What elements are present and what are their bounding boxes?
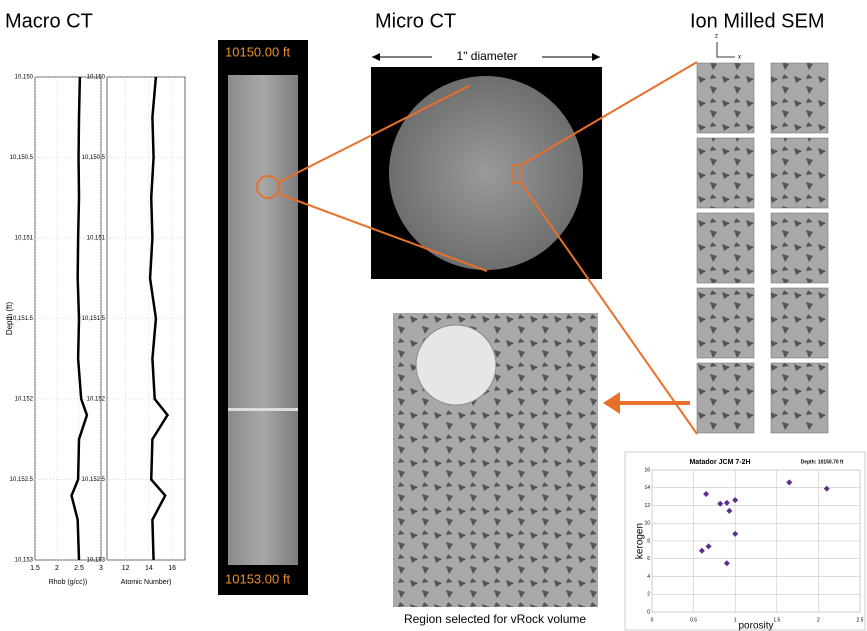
y-tick-label: 10,152 [15, 397, 34, 403]
y-tick-label: 6 [647, 556, 650, 562]
diameter-label: 1" diameter [457, 49, 518, 63]
y-tick-label: 10,153 [15, 558, 34, 564]
caption: Region selected for vRock volume [404, 612, 586, 626]
y-tick-label: 16 [644, 467, 650, 473]
y-tick-label: 10,150 [15, 75, 34, 81]
ct-disc [389, 76, 583, 270]
chart-title: Matador JCM 7-2H [689, 459, 750, 466]
x-axis-label: Rhob (g/cc)) [49, 579, 88, 586]
sem-thumb [771, 138, 828, 208]
x-tick-label: 2 [817, 617, 820, 623]
x-tick-label: 2.5 [74, 565, 84, 572]
x-tick-label: 14 [145, 565, 153, 572]
x-tick-label: 2 [55, 565, 59, 572]
y-tick-label: 10,151 [87, 236, 106, 242]
y-tick-label: 10,152 [87, 397, 106, 403]
x-tick-label: 12 [122, 565, 130, 572]
heading: Macro CT [5, 10, 93, 32]
sem-thumb [697, 288, 754, 358]
y-tick-label: 12 [644, 503, 650, 509]
chart-subtitle: Depth: 10150.70 ft [801, 459, 844, 465]
x-axis-label: Atomic Number) [121, 579, 172, 586]
x-tick-label: 16 [168, 565, 176, 572]
heading: Ion Milled SEM [690, 10, 825, 32]
sem-thumb [697, 363, 754, 433]
core-band [228, 408, 298, 411]
y-tick-label: 10,153 [87, 558, 106, 564]
axis-label: z [715, 34, 718, 40]
sem-thumb [697, 213, 754, 283]
arrow [603, 392, 690, 414]
y-tick-label: 10,152.5 [82, 477, 106, 483]
x-axis-label: porosity [738, 621, 773, 631]
x-tick-label: 3 [99, 565, 103, 572]
x-tick-label: 2.5 [857, 617, 864, 623]
sem-thumb [697, 138, 754, 208]
core-body [228, 75, 298, 565]
sem-thumb [771, 363, 828, 433]
x-tick-label: 1.5 [30, 565, 40, 572]
sem-thumbnails [697, 63, 828, 433]
y-tick-label: 10,150 [87, 75, 106, 81]
y-tick-label: 2 [647, 592, 650, 598]
y-tick-label: 10,150.5 [10, 155, 34, 161]
y-axis-label: Depth (ft) [5, 301, 14, 335]
y-axis-label: kerogen [635, 523, 646, 559]
y-tick-label: 8 [647, 538, 650, 544]
y-tick-label: 10,151.5 [82, 316, 106, 322]
figure: Macro CT Micro CT Ion Milled SEM 10150.0… [0, 0, 867, 631]
x-tick-label: 0 [651, 617, 654, 623]
sem-grain [416, 325, 496, 405]
y-tick-label: 10,152.5 [10, 477, 34, 483]
sem-thumb [771, 63, 828, 133]
core-top: 10150.00 ft [225, 44, 290, 59]
y-tick-label: 14 [644, 485, 650, 491]
x-tick-label: 1 [734, 617, 737, 623]
core-bottom: 10153.00 ft [225, 571, 290, 586]
y-tick-label: 10,150.5 [82, 155, 106, 161]
y-tick-label: 10,151 [15, 236, 34, 242]
sem-scale-strip [370, 313, 393, 607]
heading: Micro CT [375, 10, 456, 32]
axis-label: x [738, 55, 741, 61]
sem-thumb [771, 213, 828, 283]
sem-thumb [697, 63, 754, 133]
axis-glyph [717, 42, 735, 57]
y-tick-label: 4 [647, 574, 650, 580]
sem-thumb [771, 288, 828, 358]
y-tick-label: 0 [647, 609, 650, 615]
x-tick-label: 0.5 [690, 617, 697, 623]
x-tick-label: 1.5 [773, 617, 780, 623]
